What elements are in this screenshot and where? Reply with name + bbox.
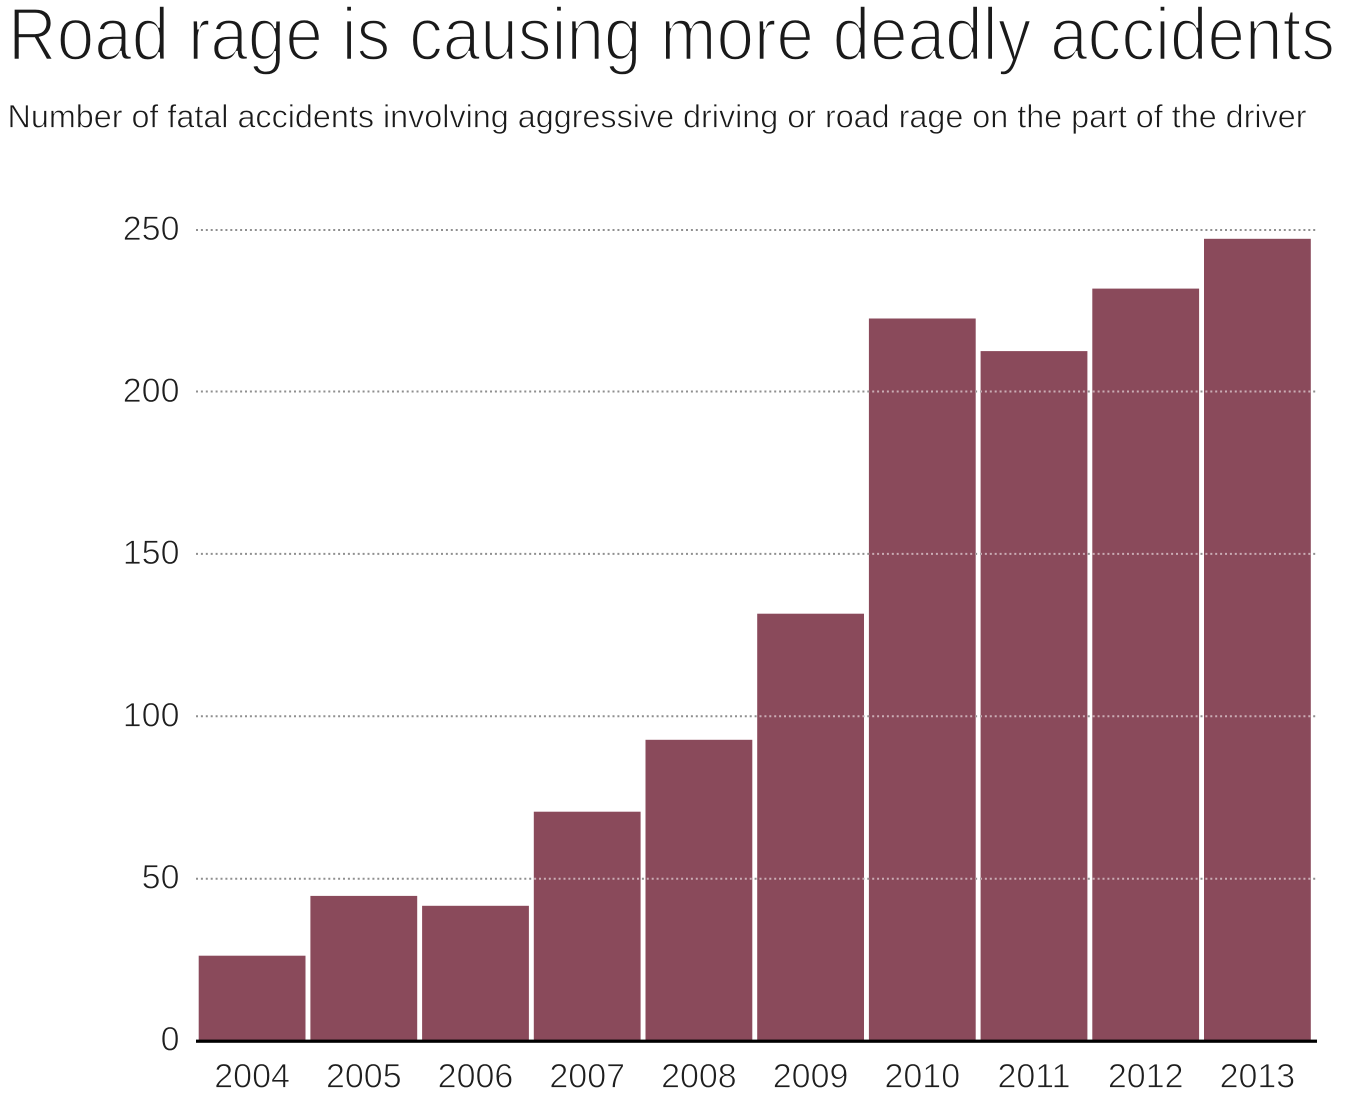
svg-text:2004: 2004 bbox=[214, 1058, 290, 1096]
svg-text:2010: 2010 bbox=[884, 1058, 960, 1096]
svg-text:2007: 2007 bbox=[549, 1058, 625, 1096]
svg-text:50: 50 bbox=[142, 858, 180, 896]
svg-text:Road rage is causing more dead: Road rage is causing more deadly acciden… bbox=[8, 0, 1335, 76]
svg-text:2006: 2006 bbox=[438, 1058, 514, 1096]
svg-text:200: 200 bbox=[123, 372, 180, 410]
svg-text:2013: 2013 bbox=[1220, 1058, 1296, 1096]
svg-text:2009: 2009 bbox=[773, 1058, 849, 1096]
svg-text:2005: 2005 bbox=[326, 1058, 402, 1096]
svg-text:2011: 2011 bbox=[997, 1058, 1070, 1096]
svg-text:2012: 2012 bbox=[1108, 1058, 1184, 1096]
svg-text:250: 250 bbox=[123, 210, 180, 248]
svg-text:100: 100 bbox=[123, 696, 180, 734]
svg-text:0: 0 bbox=[161, 1021, 180, 1059]
svg-text:150: 150 bbox=[123, 534, 180, 572]
svg-text:Number of fatal accidents invo: Number of fatal accidents involving aggr… bbox=[8, 99, 1307, 135]
svg-text:2008: 2008 bbox=[661, 1058, 737, 1096]
